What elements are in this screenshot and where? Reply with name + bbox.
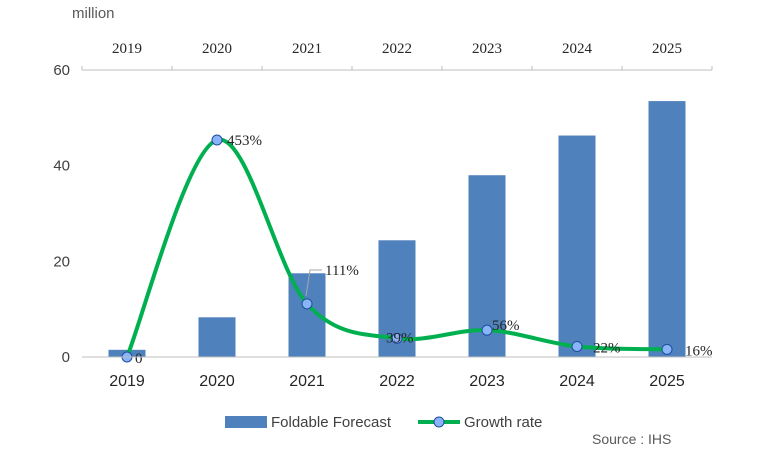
growth-rate-marker — [571, 340, 583, 352]
growth-rate-data-label: 453% — [227, 133, 262, 149]
top-category-label: 2021 — [292, 41, 322, 57]
top-category-label: 2019 — [112, 41, 142, 57]
growth-rate-line — [125, 137, 669, 359]
growth-rate-data-label: 56% — [492, 318, 520, 334]
y-tick-label: 20 — [53, 253, 70, 270]
bar-foldable-forecast — [198, 317, 236, 357]
growth-rate-data-label: 39% — [386, 330, 414, 346]
growth-rate-marker — [301, 298, 313, 310]
top-category-label: 2023 — [472, 41, 502, 57]
growth-rate-marker — [661, 343, 673, 355]
x-tick-label: 2021 — [289, 373, 325, 390]
growth-rate-marker — [391, 332, 403, 344]
legend-swatch-growth-rate-marker — [433, 416, 445, 428]
x-tick-label: 2019 — [109, 373, 145, 390]
growth-rate-data-label: 22% — [593, 340, 621, 356]
x-tick-label: 2025 — [649, 373, 685, 390]
top-category-label: 2020 — [202, 41, 232, 57]
x-tick-label: 2020 — [199, 373, 235, 390]
growth-rate-data-label: 0 — [135, 351, 143, 367]
line-series-growth-rate: 0 453% 111% 39% 56% 22% 16% — [121, 133, 713, 367]
x-tick-label: 2022 — [379, 373, 415, 390]
y-tick-label: 0 — [62, 349, 70, 366]
top-category-axis: 2019 2020 2021 2022 2023 2024 2025 — [81, 41, 713, 71]
top-category-label: 2024 — [562, 41, 593, 57]
legend-swatch-foldable-forecast — [225, 416, 267, 428]
x-tick-label: 2024 — [559, 373, 595, 390]
growth-rate-data-label: 16% — [685, 343, 713, 359]
y-axis: 0 20 40 60 — [53, 62, 70, 366]
bar-series-foldable-forecast — [108, 101, 686, 357]
bar-foldable-forecast — [558, 135, 596, 357]
growth-rate-marker — [211, 134, 223, 146]
legend-label-foldable-forecast: Foldable Forecast — [271, 414, 392, 431]
label-leader-line — [305, 269, 322, 297]
y-tick-label: 60 — [53, 62, 70, 79]
top-category-label: 2022 — [382, 41, 412, 57]
legend-label-growth-rate: Growth rate — [464, 414, 542, 431]
legend: Foldable Forecast Growth rate — [225, 414, 542, 431]
unit-label: million — [72, 5, 115, 22]
bar-foldable-forecast — [648, 101, 686, 357]
top-category-label: 2025 — [652, 41, 682, 57]
y-tick-label: 40 — [53, 158, 70, 175]
growth-rate-data-label: 111% — [325, 263, 359, 279]
x-tick-label: 2023 — [469, 373, 505, 390]
x-axis: 2019 2020 2021 2022 2023 2024 2025 — [82, 356, 712, 390]
source-note: Source : IHS — [592, 431, 671, 447]
growth-rate-marker — [481, 324, 493, 336]
